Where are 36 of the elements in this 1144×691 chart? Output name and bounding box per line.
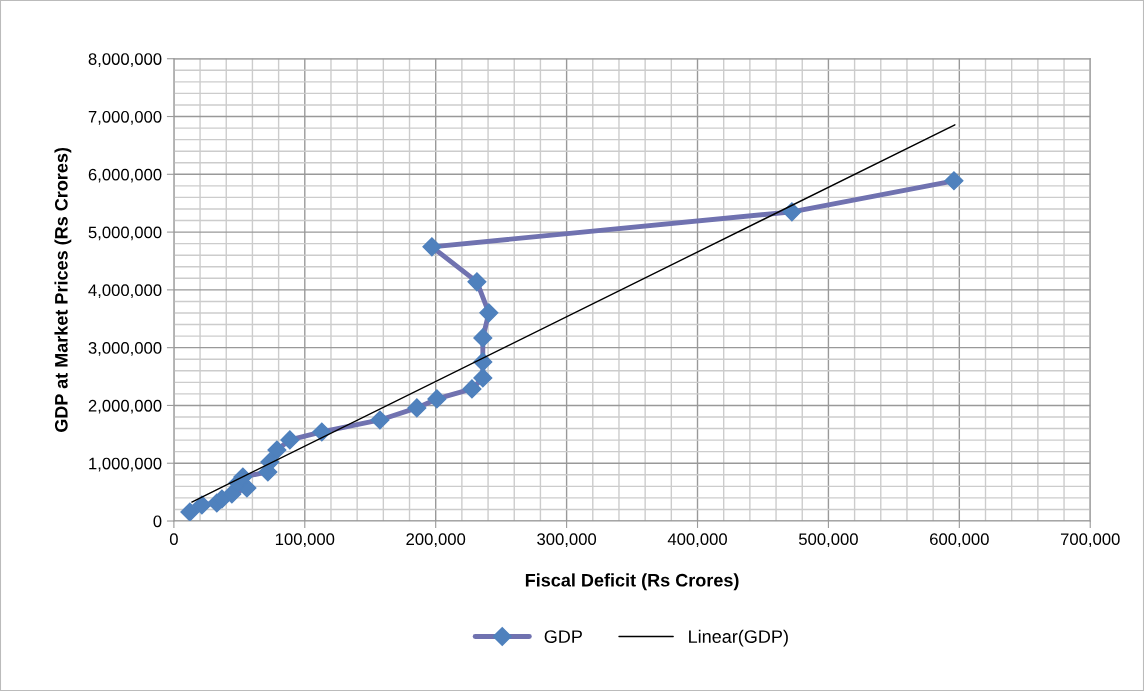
x-tick-label: 400,000 <box>667 533 727 548</box>
point <box>473 368 493 388</box>
point <box>312 422 332 442</box>
point <box>180 502 200 522</box>
point <box>267 440 287 460</box>
point <box>462 379 482 399</box>
y-axis-title: GDP at Market Prices (Rs Crores) <box>54 147 72 432</box>
x-tick-label: 600,000 <box>930 533 989 548</box>
point <box>473 328 493 348</box>
x-tick-label: 300,000 <box>537 533 597 548</box>
x-tick-label: 700,000 <box>1060 533 1120 548</box>
point <box>407 398 427 418</box>
x-axis-title: Fiscal Deficit (Rs Crores) <box>525 573 739 591</box>
y-tick-label: 8,000,000 <box>88 53 162 67</box>
y-tick-label: 5,000,000 <box>88 226 162 241</box>
point <box>479 303 499 323</box>
legend-label: Linear(GDP) <box>689 629 788 647</box>
legend-label: GDP <box>544 630 582 643</box>
x-tick-label: 500,000 <box>798 533 858 548</box>
x-tick-label: 0 <box>169 533 178 546</box>
y-tick-label: 3,000,000 <box>88 342 162 356</box>
y-tick-label: 1,000,000 <box>89 457 162 472</box>
point <box>422 237 442 257</box>
y-tick-label: 0 <box>153 515 162 528</box>
y-tick-label: 2,000,000 <box>88 399 162 414</box>
point <box>782 202 802 222</box>
point <box>370 410 390 430</box>
x-tick-label: 200,000 <box>406 533 466 548</box>
point <box>427 389 447 409</box>
y-tick-label: 4,000,000 <box>88 284 162 299</box>
point <box>467 272 487 292</box>
point <box>280 430 300 450</box>
point <box>944 171 964 191</box>
y-tick-label: 7,000,000 <box>88 110 162 125</box>
y-tick-label: 6,000,000 <box>88 168 162 183</box>
x-tick-label: 100,000 <box>275 533 335 548</box>
